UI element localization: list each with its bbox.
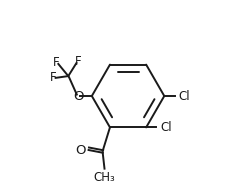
Text: CH₃: CH₃ <box>94 171 115 184</box>
Text: Cl: Cl <box>161 121 172 134</box>
Text: Cl: Cl <box>179 89 190 102</box>
Text: F: F <box>50 71 56 84</box>
Text: F: F <box>75 55 82 68</box>
Text: F: F <box>53 56 60 69</box>
Text: O: O <box>75 144 86 156</box>
Text: O: O <box>73 89 84 102</box>
